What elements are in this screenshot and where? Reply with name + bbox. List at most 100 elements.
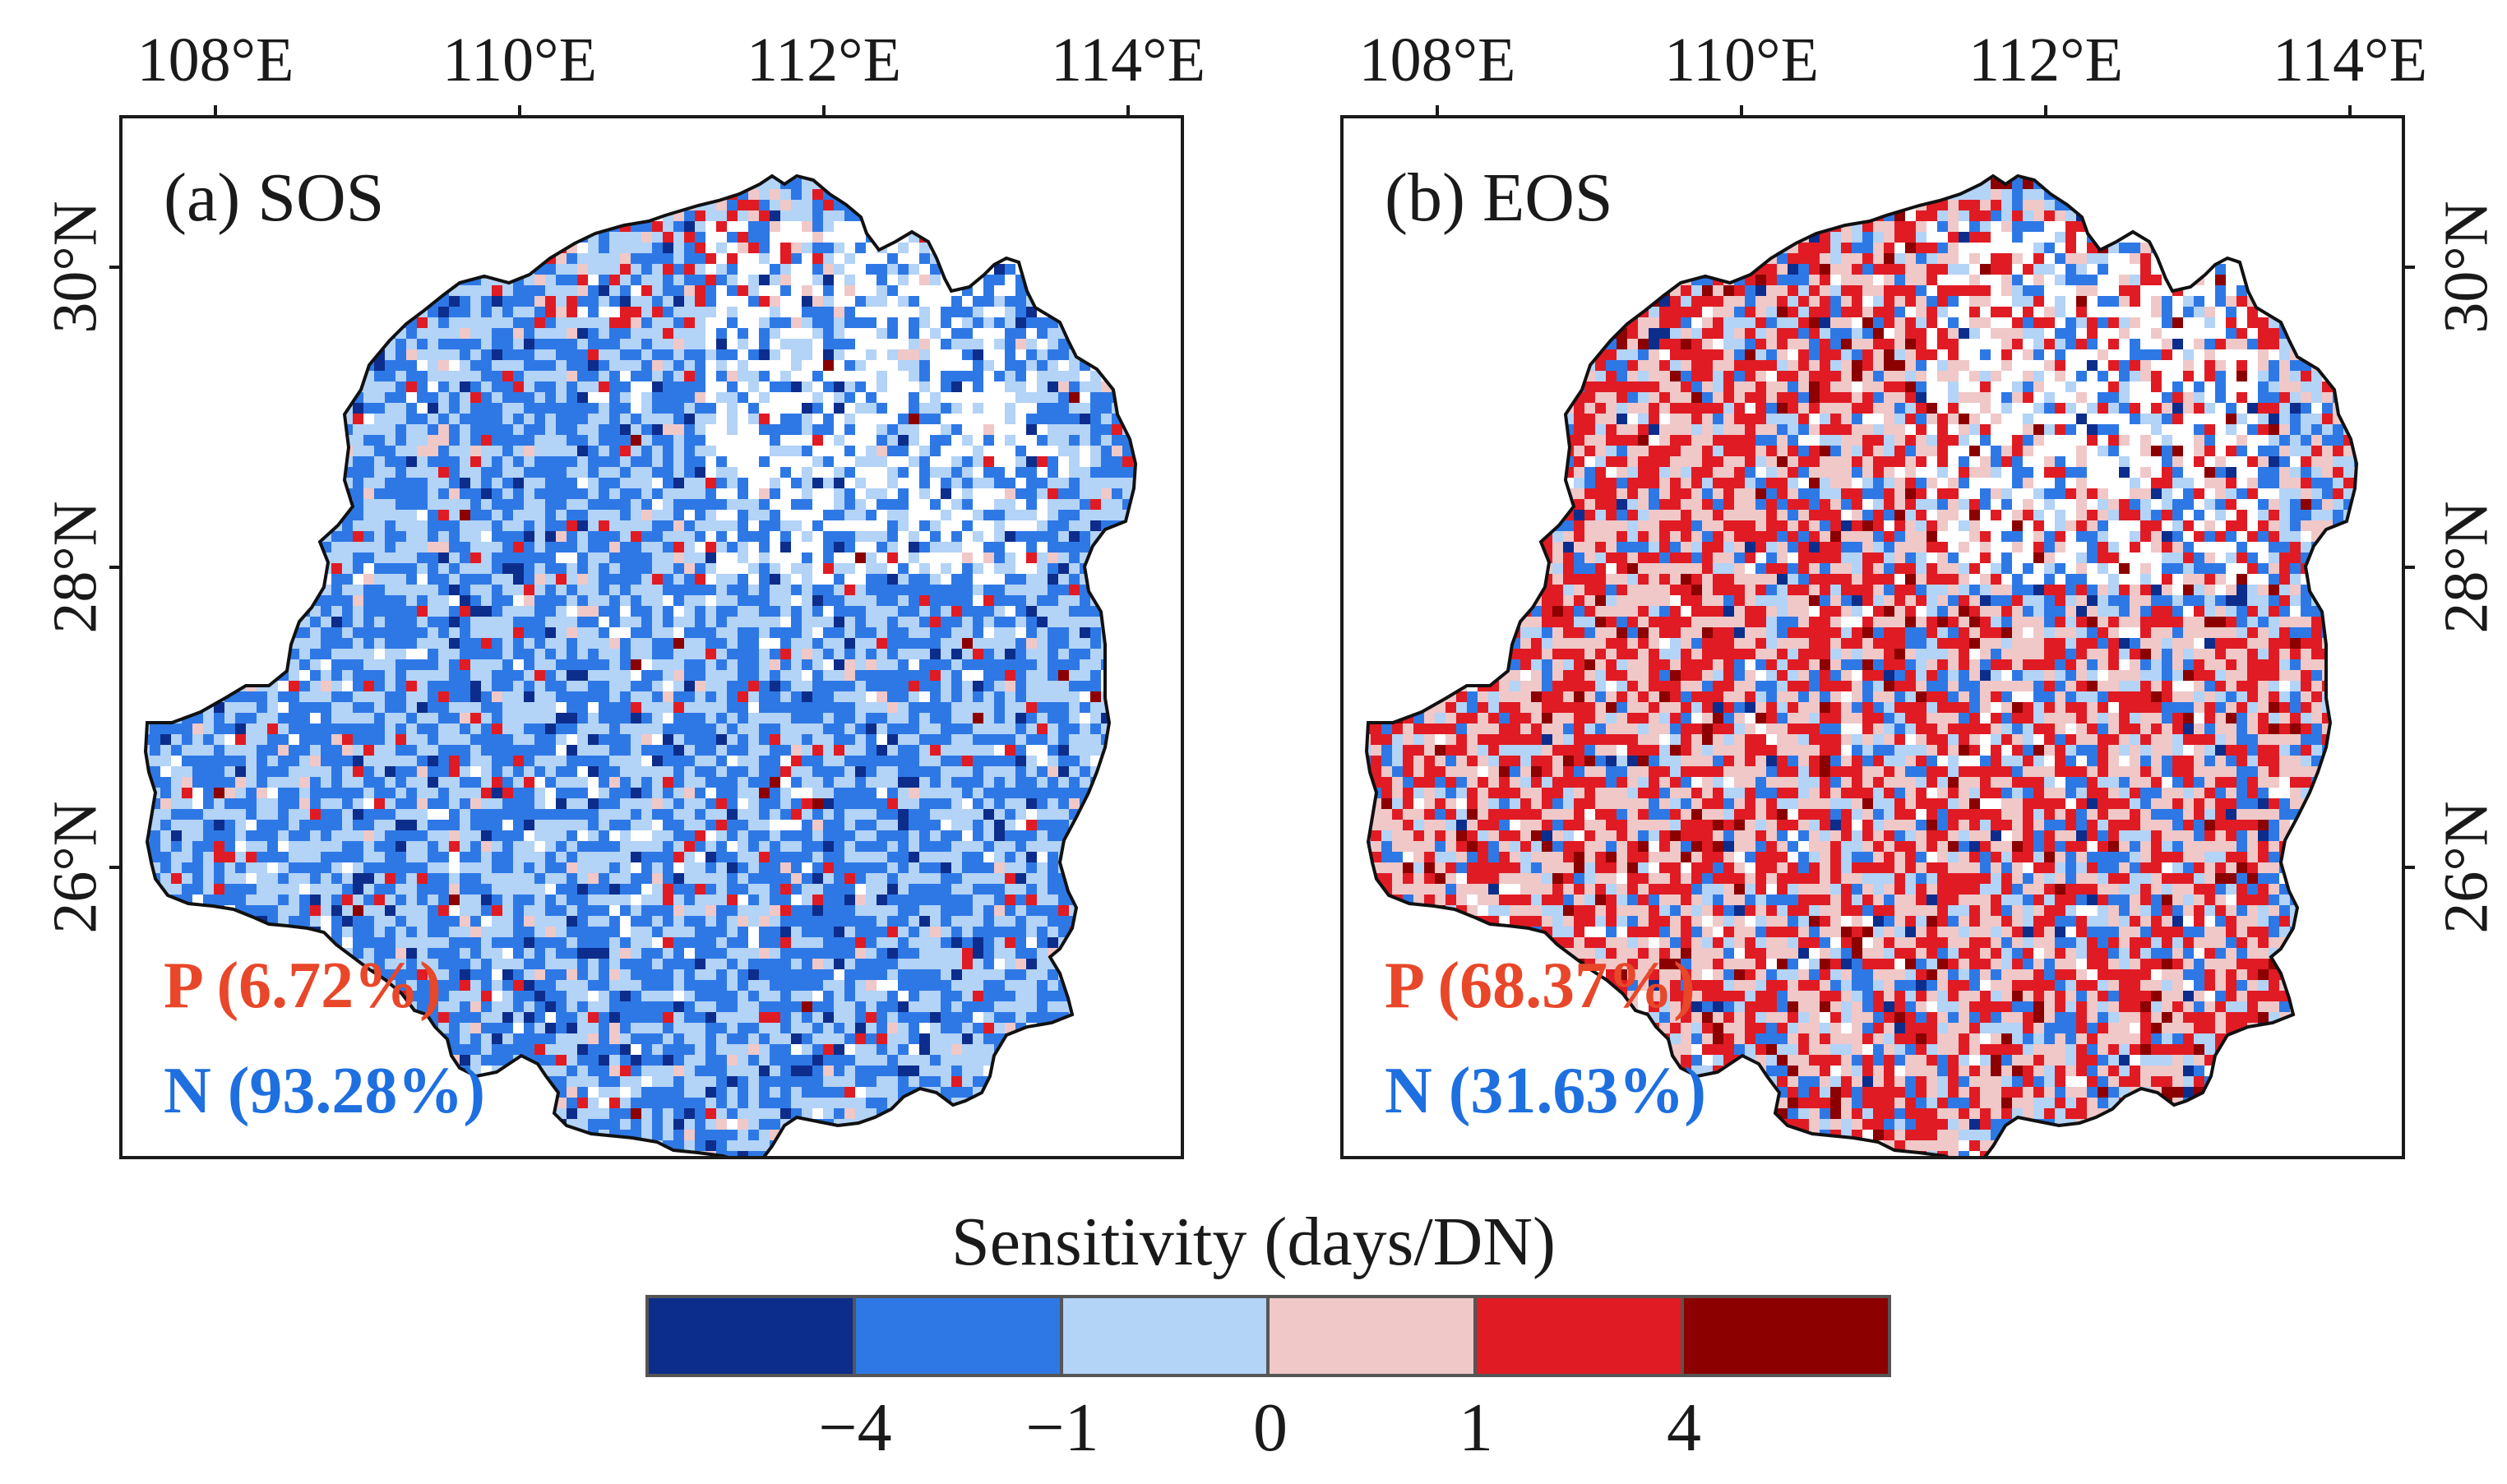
grid-cell (1005, 178, 1015, 189)
grid-cell (310, 456, 321, 467)
grid-cell (321, 243, 331, 253)
grid-cell (1005, 424, 1015, 435)
grid-cell (802, 574, 812, 585)
grid-cell (748, 328, 759, 339)
grid-cell (321, 317, 331, 328)
grid-cell (791, 381, 802, 392)
grid-cell (823, 328, 834, 339)
grid-cell (289, 499, 299, 510)
grid-cell (1133, 670, 1136, 681)
grid-cell (631, 627, 641, 638)
grid-cell (192, 296, 203, 307)
grid-cell (1133, 307, 1136, 317)
grid-cell (481, 552, 492, 563)
grid-cell (727, 713, 738, 724)
grid-cell (385, 499, 395, 510)
grid-cell (1026, 339, 1037, 349)
grid-cell (556, 317, 567, 328)
grid-cell (1133, 627, 1136, 638)
grid-cell (631, 243, 641, 253)
grid-cell (673, 317, 684, 328)
grid-cell (1080, 403, 1090, 414)
grid-cell (310, 424, 321, 435)
grid-cell (492, 328, 502, 339)
grid-cell (481, 563, 492, 574)
grid-cell (331, 681, 342, 691)
grid-cell (1015, 200, 1026, 210)
grid-cell (395, 617, 406, 627)
grid-cell (941, 243, 951, 253)
grid-cell (759, 210, 770, 221)
grid-cell (802, 339, 812, 349)
grid-cell (224, 627, 235, 638)
grid-cell (1037, 681, 1048, 691)
grid-cell (385, 435, 395, 446)
grid-cell (652, 563, 663, 574)
grid-cell (417, 189, 428, 200)
grid-cell (855, 296, 866, 307)
grid-cell (738, 627, 748, 638)
grid-cell (748, 552, 759, 563)
grid-cell (705, 510, 716, 520)
grid-cell (299, 638, 310, 649)
grid-cell (673, 360, 684, 371)
grid-cell (567, 200, 577, 210)
grid-cell (1026, 210, 1037, 221)
grid-cell (353, 349, 363, 360)
grid-cell (534, 467, 545, 478)
grid-cell (545, 381, 556, 392)
grid-cell (695, 681, 705, 691)
grid-cell (567, 392, 577, 403)
grid-cell (331, 510, 342, 520)
grid-cell (652, 381, 663, 392)
grid-cell (727, 403, 738, 414)
grid-cell (919, 595, 930, 606)
grid-cell (1005, 713, 1015, 724)
grid-cell (983, 574, 994, 585)
grid-cell (716, 638, 727, 649)
grid-cell (877, 176, 887, 178)
grid-cell (492, 317, 502, 328)
grid-cell (855, 371, 866, 381)
grid-cell (609, 232, 620, 243)
grid-cell (524, 510, 534, 520)
grid-cell (930, 178, 941, 189)
grid-cell (941, 702, 951, 713)
grid-cell (909, 435, 919, 446)
grid-cell (994, 531, 1005, 542)
grid-cell (146, 307, 150, 317)
grid-cell (791, 221, 802, 232)
grid-cell (246, 285, 257, 296)
grid-cell (866, 414, 877, 424)
grid-cell (203, 595, 214, 606)
grid-cell (770, 200, 780, 210)
grid-cell (438, 552, 449, 563)
grid-cell (182, 285, 192, 296)
grid-cell (748, 531, 759, 542)
grid-cell (812, 574, 823, 585)
grid-cell (1048, 435, 1058, 446)
grid-cell (599, 360, 609, 371)
grid-cell (652, 200, 663, 210)
grid-cell (834, 499, 844, 510)
grid-cell (257, 381, 267, 392)
grid-cell (620, 264, 631, 275)
grid-cell (770, 446, 780, 456)
grid-cell (321, 670, 331, 681)
grid-cell (1048, 681, 1058, 691)
grid-cell (192, 585, 203, 595)
grid-cell (909, 478, 919, 488)
grid-cell (246, 403, 257, 414)
grid-cell (470, 681, 481, 691)
grid-cell (588, 606, 599, 617)
grid-cell (1069, 659, 1080, 670)
grid-cell (962, 339, 973, 349)
grid-cell (374, 467, 385, 478)
grid-cell (759, 478, 770, 488)
grid-cell (1026, 606, 1037, 617)
grid-cell (577, 317, 588, 328)
grid-cell (513, 176, 524, 178)
grid-cell (321, 617, 331, 627)
grid-cell (577, 403, 588, 414)
grid-cell (1048, 328, 1058, 339)
